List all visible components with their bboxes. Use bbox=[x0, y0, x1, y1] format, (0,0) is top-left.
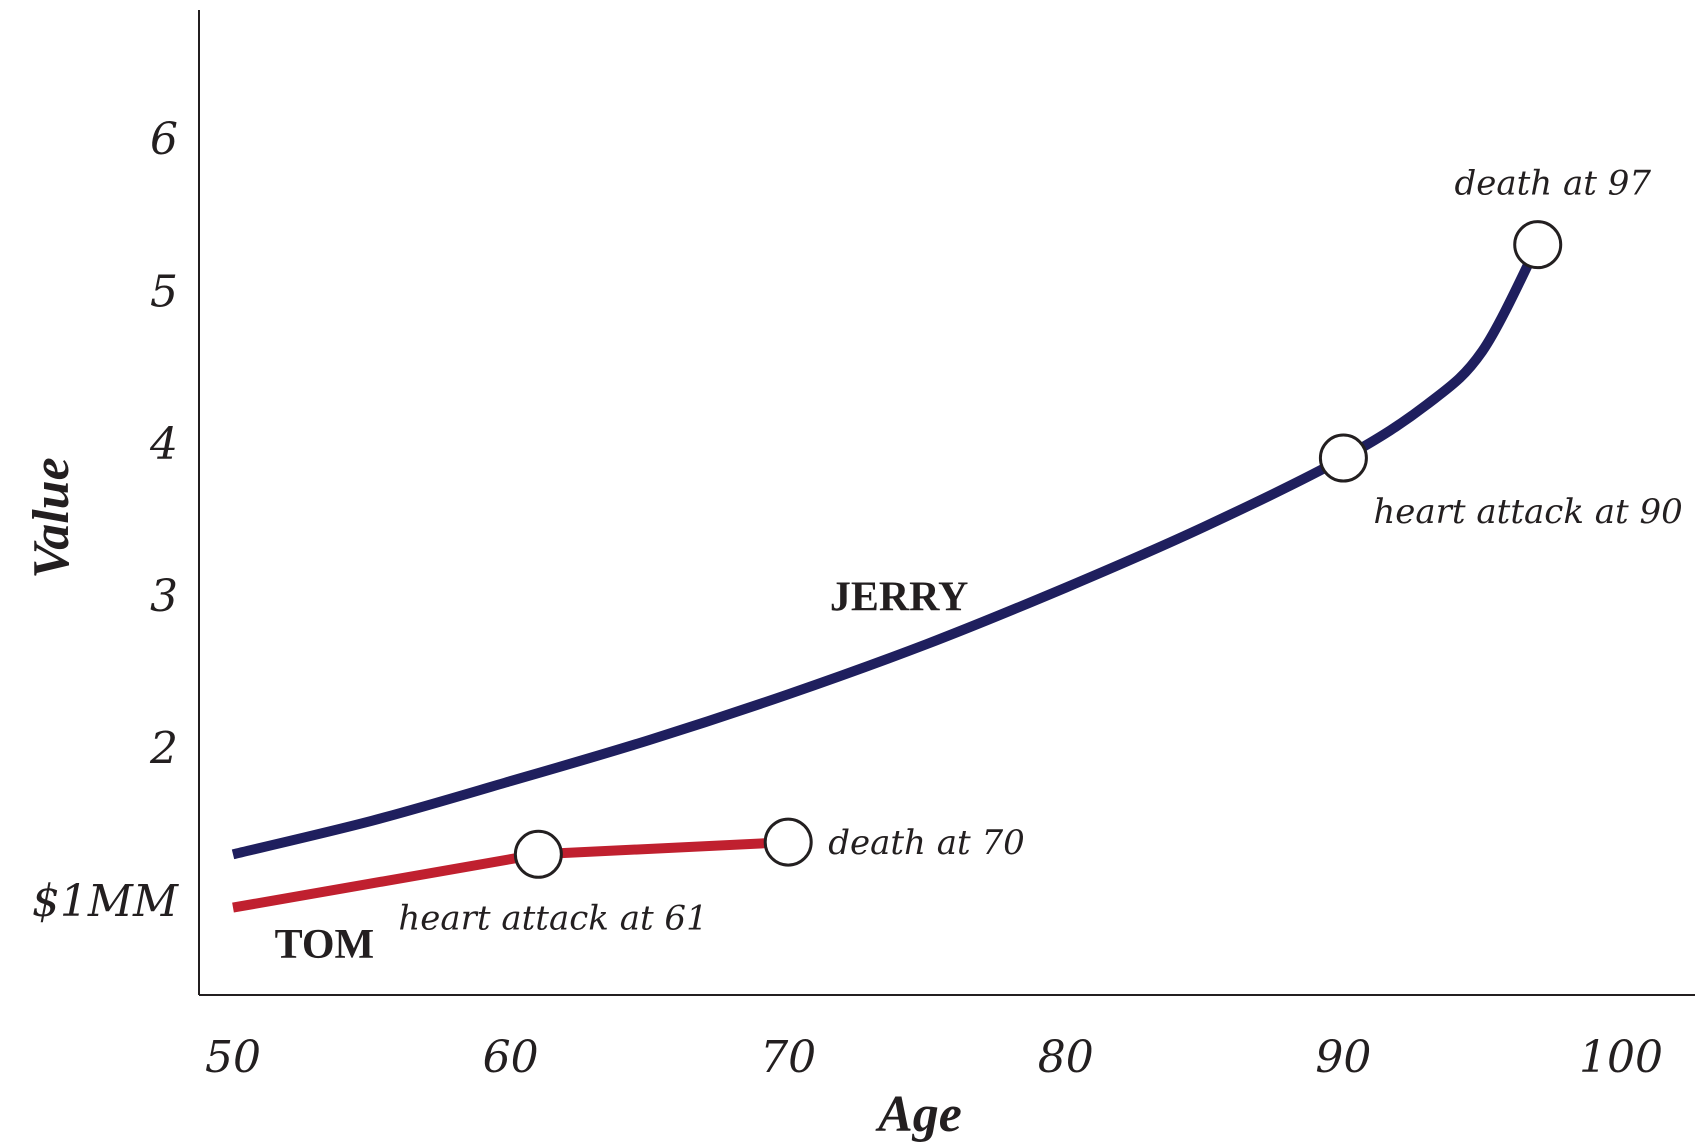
event-annotation: heart attack at 61 bbox=[398, 898, 707, 938]
y-tick-label: 2 bbox=[149, 724, 178, 775]
series-labels: JERRY TOM bbox=[275, 574, 969, 967]
y-tick-label: 5 bbox=[150, 266, 178, 317]
x-tick-label: 80 bbox=[1038, 1032, 1094, 1083]
axes bbox=[198, 10, 1695, 996]
event-annotation: heart attack at 90 bbox=[1373, 492, 1682, 532]
event-markers bbox=[513, 220, 1563, 879]
series-label-tom: TOM bbox=[275, 922, 375, 968]
event-annotations: heart attack at 61 death at 70 heart attac… bbox=[398, 164, 1682, 939]
x-tick-label: 60 bbox=[483, 1032, 539, 1083]
event-marker bbox=[1513, 220, 1563, 270]
x-tick-label: 90 bbox=[1315, 1032, 1371, 1083]
event-annotation: death at 70 bbox=[828, 823, 1025, 863]
x-tick-labels: 50 60 70 80 90 100 bbox=[205, 1032, 1663, 1083]
event-marker bbox=[763, 817, 813, 867]
series-label-jerry: JERRY bbox=[830, 574, 969, 620]
series-line-jerry bbox=[231, 242, 1543, 860]
y-tick-label: 4 bbox=[149, 419, 178, 470]
y-axis-title: Value bbox=[23, 457, 80, 578]
event-annotation: death at 97 bbox=[1454, 164, 1651, 204]
x-axis-title: Age bbox=[875, 1086, 962, 1143]
x-tick-label: 70 bbox=[760, 1032, 816, 1083]
y-tick-label: $1MM bbox=[32, 876, 179, 927]
y-tick-label: 3 bbox=[150, 571, 178, 622]
y-tick-labels: $1MM 2 3 4 5 6 bbox=[32, 114, 179, 927]
y-tick-label: 6 bbox=[150, 114, 178, 165]
x-tick-label: 100 bbox=[1579, 1032, 1663, 1083]
event-marker bbox=[513, 829, 563, 879]
event-marker bbox=[1318, 433, 1368, 483]
x-tick-label: 50 bbox=[205, 1032, 261, 1083]
